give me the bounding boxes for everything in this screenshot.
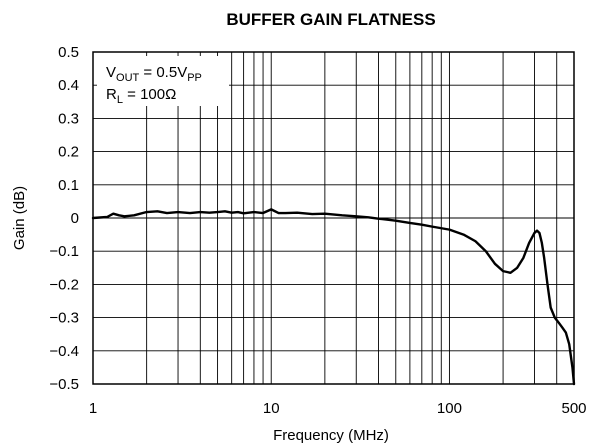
series-group: [91, 208, 576, 386]
grid: [93, 52, 574, 384]
x-tick-label: 500: [561, 400, 586, 417]
x-axis-label: Frequency (MHz): [273, 427, 389, 444]
annotation-vout: VOUT = 0.5VPP: [106, 64, 202, 84]
y-tick-label: 0.4: [58, 77, 79, 94]
y-tick-label: 0: [71, 210, 79, 227]
y-tick-label: 0.5: [58, 44, 79, 61]
y-tick-label: 0.3: [58, 110, 79, 127]
annotation-box: [97, 56, 229, 106]
y-tick-label: −0.5: [49, 376, 79, 393]
x-tick-label: 1: [89, 400, 97, 417]
chart-title: BUFFER GAIN FLATNESS: [226, 10, 435, 29]
y-tick-label: 0.1: [58, 177, 79, 194]
y-tick-label: −0.3: [49, 310, 79, 327]
x-tick-label: 100: [437, 400, 462, 417]
y-tick-labels: 0.5 0.4 0.3 0.2 0.1 0 −0.1 −0.2 −0.3 −0.4 −0.5: [49, 44, 79, 393]
series-line-0: [91, 208, 576, 386]
annotation-rl: RL = 100Ω: [106, 86, 176, 106]
y-tick-label: −0.4: [49, 343, 79, 360]
x-tick-label: 10: [263, 400, 280, 417]
y-tick-label: −0.1: [49, 243, 79, 260]
x-tick-labels: 1 10 100 500: [89, 400, 587, 417]
y-tick-label: 0.2: [58, 144, 79, 161]
y-tick-label: −0.2: [49, 276, 79, 293]
y-axis-label: Gain (dB): [11, 186, 28, 250]
